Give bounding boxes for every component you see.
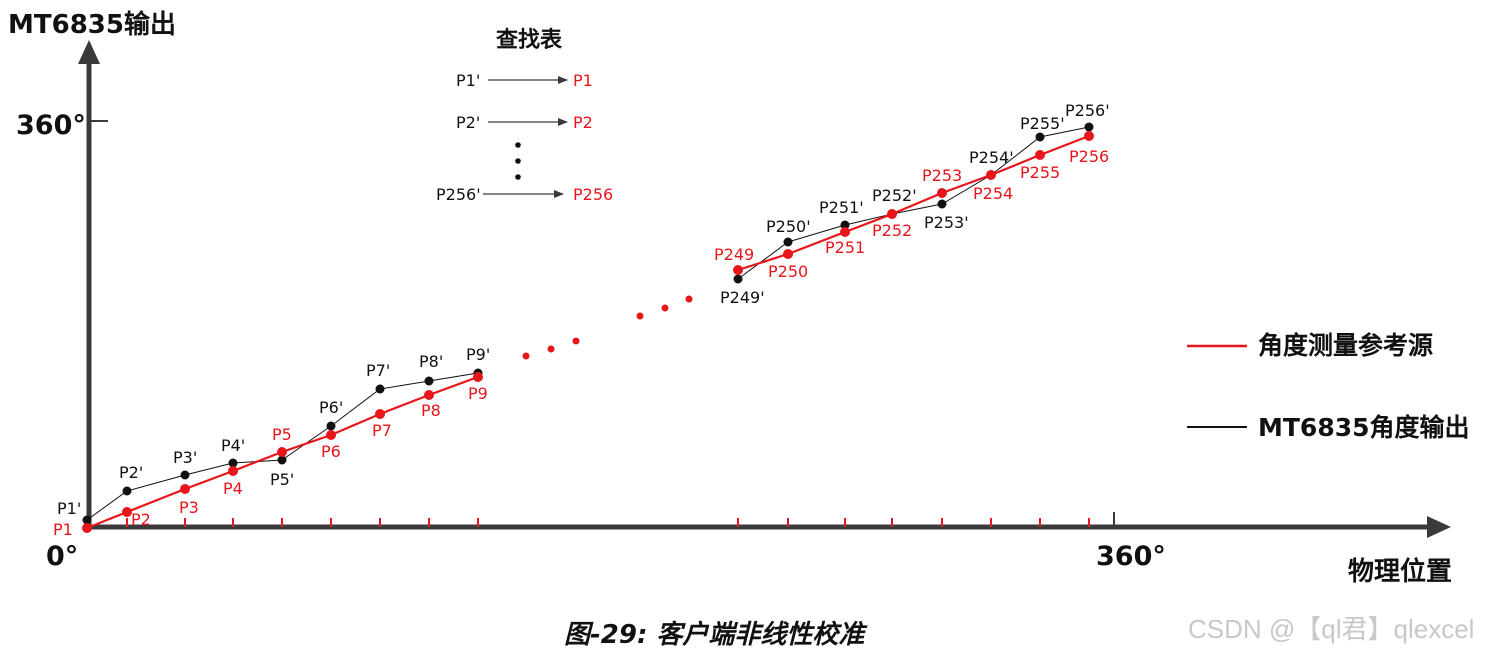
output-point bbox=[1084, 122, 1094, 132]
output-point-label: P4' bbox=[221, 436, 245, 455]
reference-point-label: P251 bbox=[825, 238, 865, 257]
reference-point-label: P253 bbox=[922, 166, 962, 185]
lookup-from-2: P2' bbox=[456, 113, 480, 132]
reference-point-label: P6 bbox=[321, 442, 341, 461]
output-point-label: P255' bbox=[1020, 114, 1065, 133]
output-point-label: P252' bbox=[872, 186, 917, 205]
y-axis-label: MT6835输出 bbox=[8, 9, 176, 40]
reference-point bbox=[1035, 150, 1045, 160]
gap-red-dot bbox=[547, 345, 555, 353]
reference-point-label: P252 bbox=[872, 221, 912, 240]
figure-caption: 图-29: 客户端非线性校准 bbox=[564, 620, 868, 650]
gap-red-dot bbox=[661, 304, 669, 312]
output-point-label: P253' bbox=[924, 213, 969, 232]
output-point bbox=[82, 515, 92, 525]
reference-point-label: P2 bbox=[131, 510, 151, 529]
y-tick-label: 360° bbox=[16, 110, 86, 141]
reference-point bbox=[783, 249, 793, 259]
curve-points bbox=[82, 122, 1094, 533]
output-point bbox=[424, 376, 434, 386]
output-point-label: P9' bbox=[466, 345, 490, 364]
origin-label: 0° bbox=[46, 541, 78, 572]
output-point bbox=[840, 220, 850, 230]
low-group-output-line bbox=[86, 372, 479, 521]
output-point bbox=[180, 470, 190, 480]
x-axis-arrowhead bbox=[1427, 516, 1451, 538]
gap-red-dot bbox=[636, 312, 644, 320]
reference-point-label: P4 bbox=[223, 479, 243, 498]
output-point-label: P5' bbox=[270, 470, 294, 489]
reference-point-label: P249 bbox=[714, 245, 754, 264]
reference-point-label: P5 bbox=[272, 425, 292, 444]
watermark: CSDN @【ql君】qlexcel bbox=[1188, 614, 1474, 644]
x-tick-label: 360° bbox=[1096, 541, 1166, 572]
reference-point-label: P7 bbox=[372, 421, 392, 440]
output-point-label: P249' bbox=[720, 288, 765, 307]
reference-point bbox=[82, 523, 92, 533]
x-axis-red-ticks bbox=[126, 518, 1090, 527]
lookup-title: 查找表 bbox=[496, 28, 563, 53]
high-group-output-line bbox=[737, 126, 1090, 280]
reference-point bbox=[986, 170, 996, 180]
output-point bbox=[733, 274, 743, 284]
reference-point bbox=[228, 466, 238, 476]
lookup-ellipsis-dot bbox=[515, 158, 521, 164]
output-point-label: P256' bbox=[1065, 101, 1110, 120]
reference-point bbox=[937, 188, 947, 198]
output-point bbox=[228, 458, 238, 468]
output-point-label: P250' bbox=[766, 217, 811, 236]
gap-red-dot bbox=[685, 295, 693, 303]
reference-point bbox=[180, 484, 190, 494]
output-point bbox=[277, 455, 287, 465]
reference-point-label: P255 bbox=[1020, 163, 1060, 182]
reference-point-label: P254 bbox=[973, 184, 1013, 203]
output-point-label: P6' bbox=[319, 398, 343, 417]
lookup-from-3: P256' bbox=[436, 185, 481, 204]
reference-point-label: P9 bbox=[468, 384, 488, 403]
reference-point-label: P256 bbox=[1069, 147, 1109, 166]
reference-point bbox=[122, 507, 132, 517]
lookup-to-2: P2 bbox=[573, 113, 593, 132]
high-group-reference-line bbox=[737, 134, 1090, 272]
output-point bbox=[375, 384, 385, 394]
legend-reference-label: 角度测量参考源 bbox=[1258, 331, 1433, 360]
gap-red-dot bbox=[572, 337, 580, 345]
output-point bbox=[326, 421, 336, 431]
lookup-ellipsis-dot bbox=[515, 174, 521, 180]
lookup-from-1: P1' bbox=[456, 71, 480, 90]
gap-red-dot bbox=[522, 352, 530, 360]
reference-point bbox=[424, 390, 434, 400]
reference-point bbox=[375, 409, 385, 419]
output-point-label: P8' bbox=[419, 352, 443, 371]
output-point-label: P254' bbox=[969, 148, 1014, 167]
reference-point bbox=[277, 447, 287, 457]
reference-point-label: P1 bbox=[53, 520, 73, 539]
reference-point bbox=[887, 209, 897, 219]
reference-point-label: P250 bbox=[768, 262, 808, 281]
output-point bbox=[783, 237, 793, 247]
lookup-to-1: P1 bbox=[573, 71, 593, 90]
output-point-label: P251' bbox=[819, 198, 864, 217]
reference-point-label: P8 bbox=[421, 401, 441, 420]
output-point bbox=[937, 199, 947, 209]
output-point bbox=[122, 486, 132, 496]
output-point-label: P7' bbox=[366, 361, 390, 380]
output-point-label: P3' bbox=[173, 448, 197, 467]
reference-point bbox=[326, 430, 336, 440]
reference-point bbox=[1084, 131, 1094, 141]
y-axis-arrowhead bbox=[78, 40, 100, 64]
reference-point bbox=[733, 265, 743, 275]
legend-output-label: MT6835角度输出 bbox=[1258, 413, 1470, 442]
x-axis-label: 物理位置 bbox=[1348, 556, 1452, 587]
reference-point bbox=[473, 372, 483, 382]
reference-point-label: P3 bbox=[179, 498, 199, 517]
point-labels: P1 P1' P2 P2' P3 P3' P4 P4' P5 P5' P6 P6' P7 P7' P8 P8'… bbox=[53, 101, 1110, 539]
lookup-to-3: P256 bbox=[573, 185, 613, 204]
output-point bbox=[1035, 132, 1045, 142]
reference-point bbox=[840, 227, 850, 237]
lookup-ellipsis-dot bbox=[515, 142, 521, 148]
output-point-label: P2' bbox=[119, 463, 143, 482]
output-point-label: P1' bbox=[57, 499, 81, 518]
